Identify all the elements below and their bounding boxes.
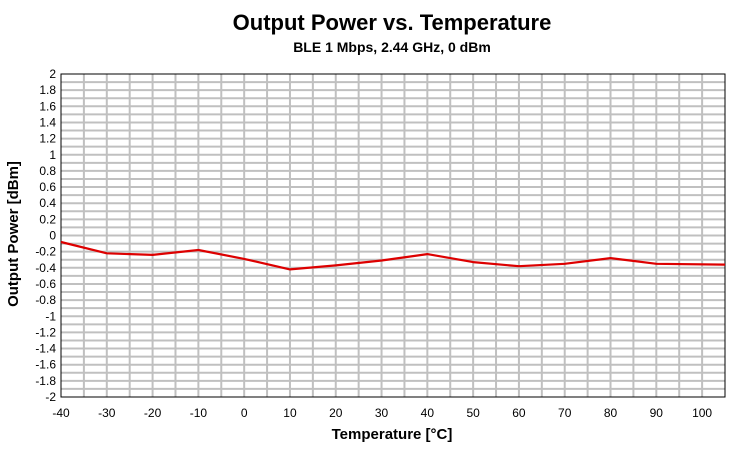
x-tick-label: 50: [466, 406, 480, 420]
x-tick-label: 90: [650, 406, 664, 420]
y-tick-label: 1.8: [39, 83, 56, 97]
x-tick-label: -40: [52, 406, 70, 420]
x-tick-label: 70: [558, 406, 572, 420]
y-tick-labels: 2 1.8 1.6 1.4 1.2 1 0.8 0.6 0.4 0.2 0 -0.2 -0.4 -0.6 -…: [35, 67, 56, 404]
y-tick-label: -0.4: [35, 261, 56, 275]
y-tick-label: 0.2: [39, 212, 56, 226]
x-tick-label: -10: [190, 406, 208, 420]
y-tick-label: 0.6: [39, 180, 56, 194]
grid: [61, 74, 725, 397]
y-tick-label: -2: [45, 390, 56, 404]
series-layer: [60, 240, 726, 271]
y-tick-label: 2: [49, 67, 56, 81]
x-tick-label: 80: [604, 406, 618, 420]
x-tick-label: 30: [375, 406, 389, 420]
y-tick-label: -0.8: [35, 293, 56, 307]
x-tick-label: 10: [283, 406, 297, 420]
y-tick-label: -1.4: [35, 342, 56, 356]
chart-title: Output Power vs. Temperature: [233, 10, 552, 35]
y-tick-label: 0: [49, 229, 56, 243]
y-tick-label: 1.2: [39, 132, 56, 146]
x-tick-label: -30: [98, 406, 116, 420]
y-tick-label: -1: [45, 309, 56, 323]
y-tick-label: 1.4: [39, 115, 56, 129]
y-axis-label: Output Power [dBm]: [5, 161, 22, 307]
x-tick-label: 100: [692, 406, 712, 420]
x-tick-label: 40: [421, 406, 435, 420]
chart-subtitle: BLE 1 Mbps, 2.44 GHz, 0 dBm: [293, 39, 491, 55]
y-tick-label: -1.8: [35, 374, 56, 388]
series-line-output-power: [60, 240, 726, 271]
y-tick-label: 1: [49, 148, 56, 162]
plot-frame: [60, 73, 726, 398]
x-axis-label: Temperature [°C]: [332, 426, 453, 443]
y-tick-label: -0.6: [35, 277, 56, 291]
x-tick-label: 0: [241, 406, 248, 420]
y-tick-label: 0.4: [39, 196, 56, 210]
y-tick-label: -0.2: [35, 245, 56, 259]
y-tick-label: 0.8: [39, 164, 56, 178]
y-tick-label: 1.6: [39, 99, 56, 113]
y-tick-label: -1.6: [35, 358, 56, 372]
x-tick-label: 20: [329, 406, 343, 420]
x-tick-label: 60: [512, 406, 526, 420]
y-tick-label: -1.2: [35, 325, 56, 339]
x-tick-label: -20: [144, 406, 162, 420]
x-tick-labels: -40 -30 -20 -10 0 10 20 30 40 50 60 70 80 90 100: [52, 406, 712, 420]
